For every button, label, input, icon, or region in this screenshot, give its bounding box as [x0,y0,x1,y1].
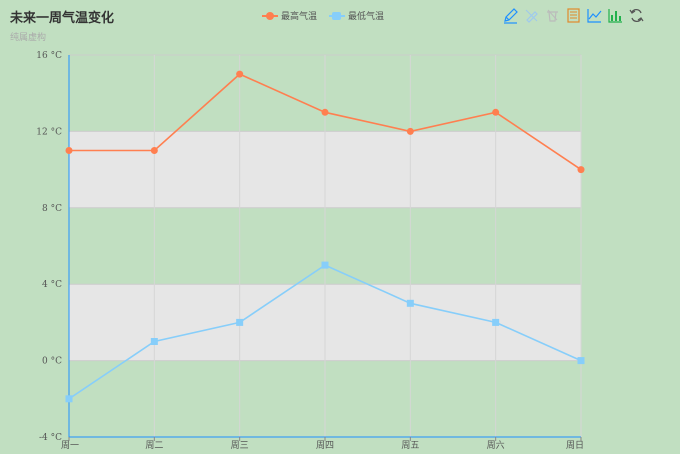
mark-undo-icon[interactable] [523,7,540,24]
y-tick-label: 16 °C [36,51,62,61]
data-point [65,395,73,403]
data-point [406,299,414,307]
y-tick-label: 12 °C [36,127,62,137]
data-point [577,357,585,365]
legend-label-min-temp: 最低气温 [348,12,385,22]
toolbox [502,7,645,24]
data-point [321,108,329,116]
x-tick-label: 周二 [145,440,163,451]
legend: 最高气温 最低气温 [262,9,384,22]
data-point [150,338,158,345]
data-point [150,147,158,154]
y-tick-label: 4 °C [42,280,62,290]
chart-title: 未来一周气温变化 [10,11,115,26]
data-point [65,147,73,154]
data-point [406,127,414,135]
mark-icon[interactable] [502,7,519,24]
x-tick-label: 周五 [401,440,419,451]
data-point [492,108,500,116]
data-point [236,70,244,78]
legend-swatch-max-temp [262,11,278,21]
x-tick-label: 周六 [487,439,505,451]
legend-item-min-temp[interactable]: 最低气温 [329,9,384,22]
line-chart-icon[interactable] [586,7,603,24]
data-point [236,318,244,326]
chart-subtitle: 纯属虚构 [10,33,47,43]
bar-chart-icon[interactable] [607,7,624,24]
legend-swatch-min-temp [329,11,346,21]
mark-clear-icon[interactable] [544,7,561,24]
y-tick-label: 8 °C [42,204,62,214]
legend-label-max-temp: 最高气温 [281,12,318,22]
x-tick-label: 周日 [566,440,584,451]
y-tick-label: 0 °C [42,357,62,367]
x-tick-label: 周三 [231,440,249,451]
data-point [577,166,585,174]
x-tick-label: 周一 [61,440,79,451]
legend-item-max-temp[interactable]: 最高气温 [262,9,317,22]
data-point [492,318,500,326]
x-tick-label: 周四 [316,440,334,451]
data-view-icon[interactable] [565,7,582,24]
y-tick-label: -4 °C [39,433,62,443]
restore-icon[interactable] [628,7,645,24]
data-point [321,261,329,269]
